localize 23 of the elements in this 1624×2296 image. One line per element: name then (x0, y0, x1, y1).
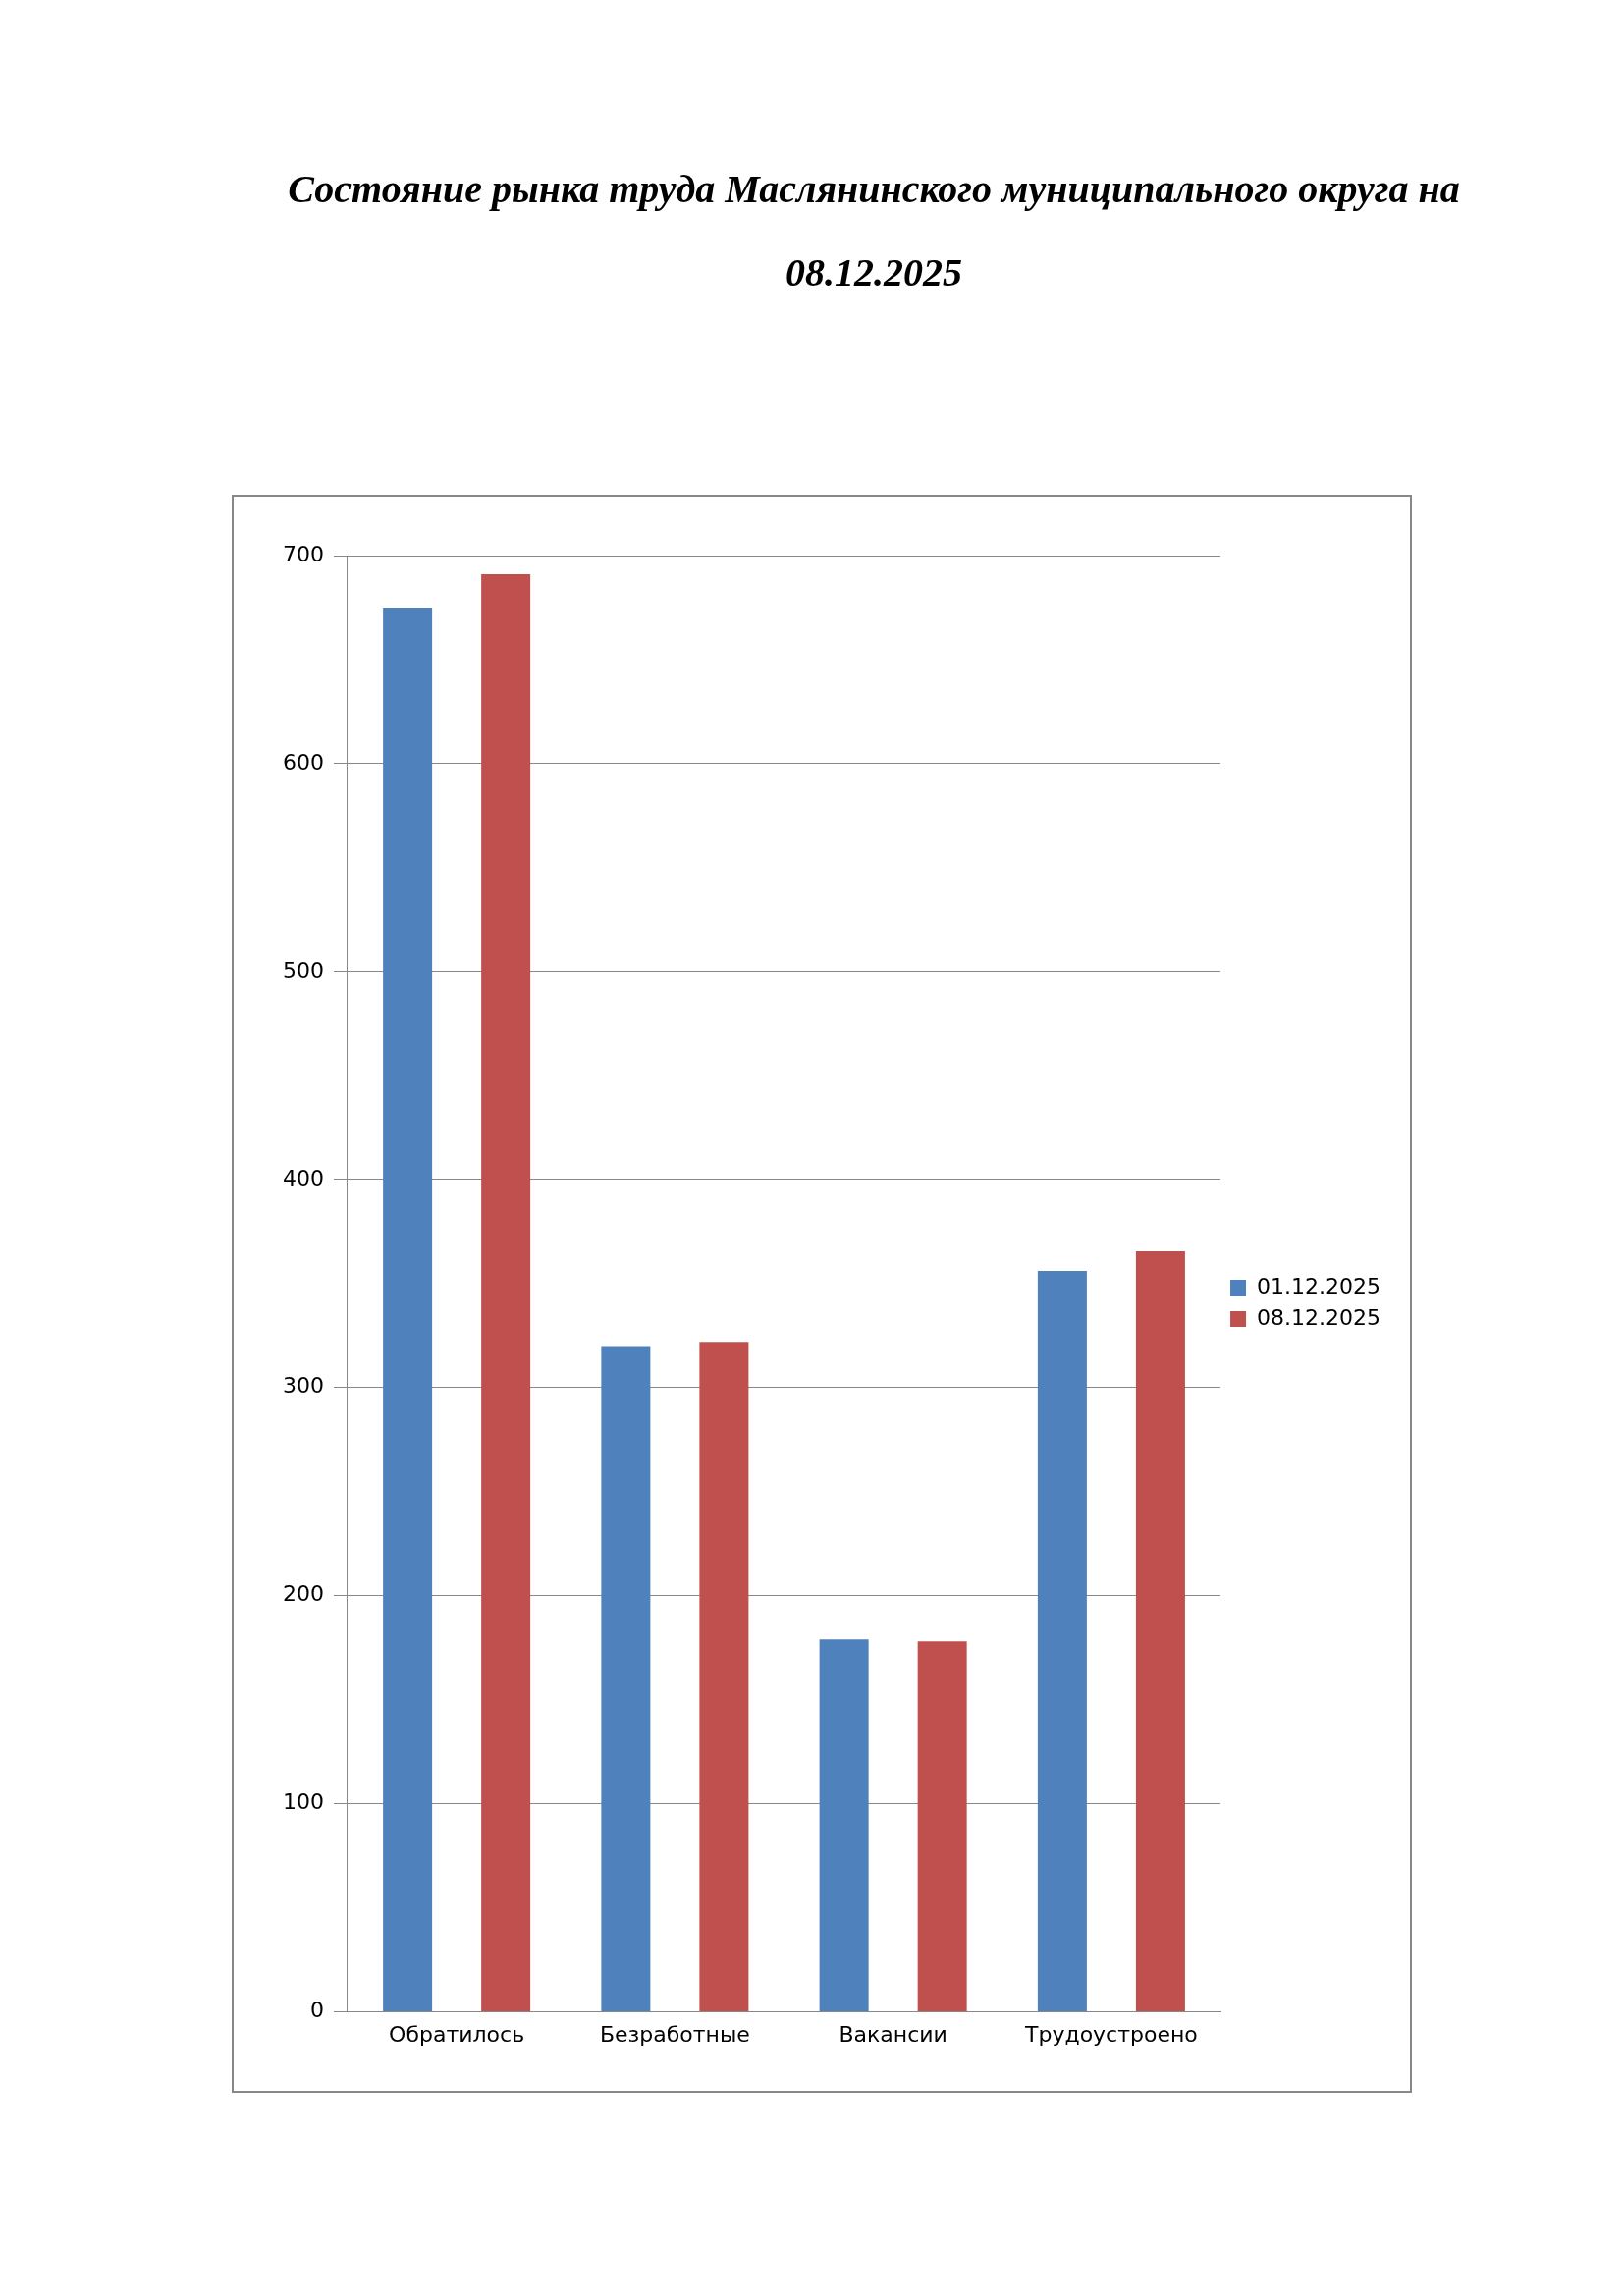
y-tick-label: 700 (282, 541, 324, 566)
y-tick-label: 200 (282, 1581, 324, 1607)
bar (1135, 1250, 1185, 2012)
bar (601, 1346, 651, 2012)
y-tick-label: 300 (282, 1373, 324, 1399)
chart-title: Состояние рынка труда Маслянинского муниципального округа на 08.12.2025 (287, 166, 1461, 296)
y-tick-label: 500 (282, 957, 324, 983)
x-tick-label: Трудоустроено (1023, 2021, 1198, 2047)
x-tick-label: Безработные (599, 2021, 750, 2047)
y-tick-label: 400 (282, 1165, 324, 1191)
y-tick-label: 0 (309, 1998, 324, 2023)
bar (917, 1641, 967, 2012)
legend-label: 08.12.2025 (1257, 1305, 1381, 1330)
bar (481, 574, 531, 2012)
x-tick-label: Вакансии (839, 2021, 947, 2047)
y-tick-label: 100 (282, 1789, 324, 1815)
bar (819, 1639, 869, 2012)
bar (383, 607, 433, 2012)
bar (699, 1342, 749, 2012)
x-tick-label: Обратилось (389, 2021, 525, 2047)
bar (1037, 1271, 1087, 2012)
legend-label: 01.12.2025 (1257, 1273, 1381, 1299)
y-tick-label: 600 (282, 749, 324, 774)
